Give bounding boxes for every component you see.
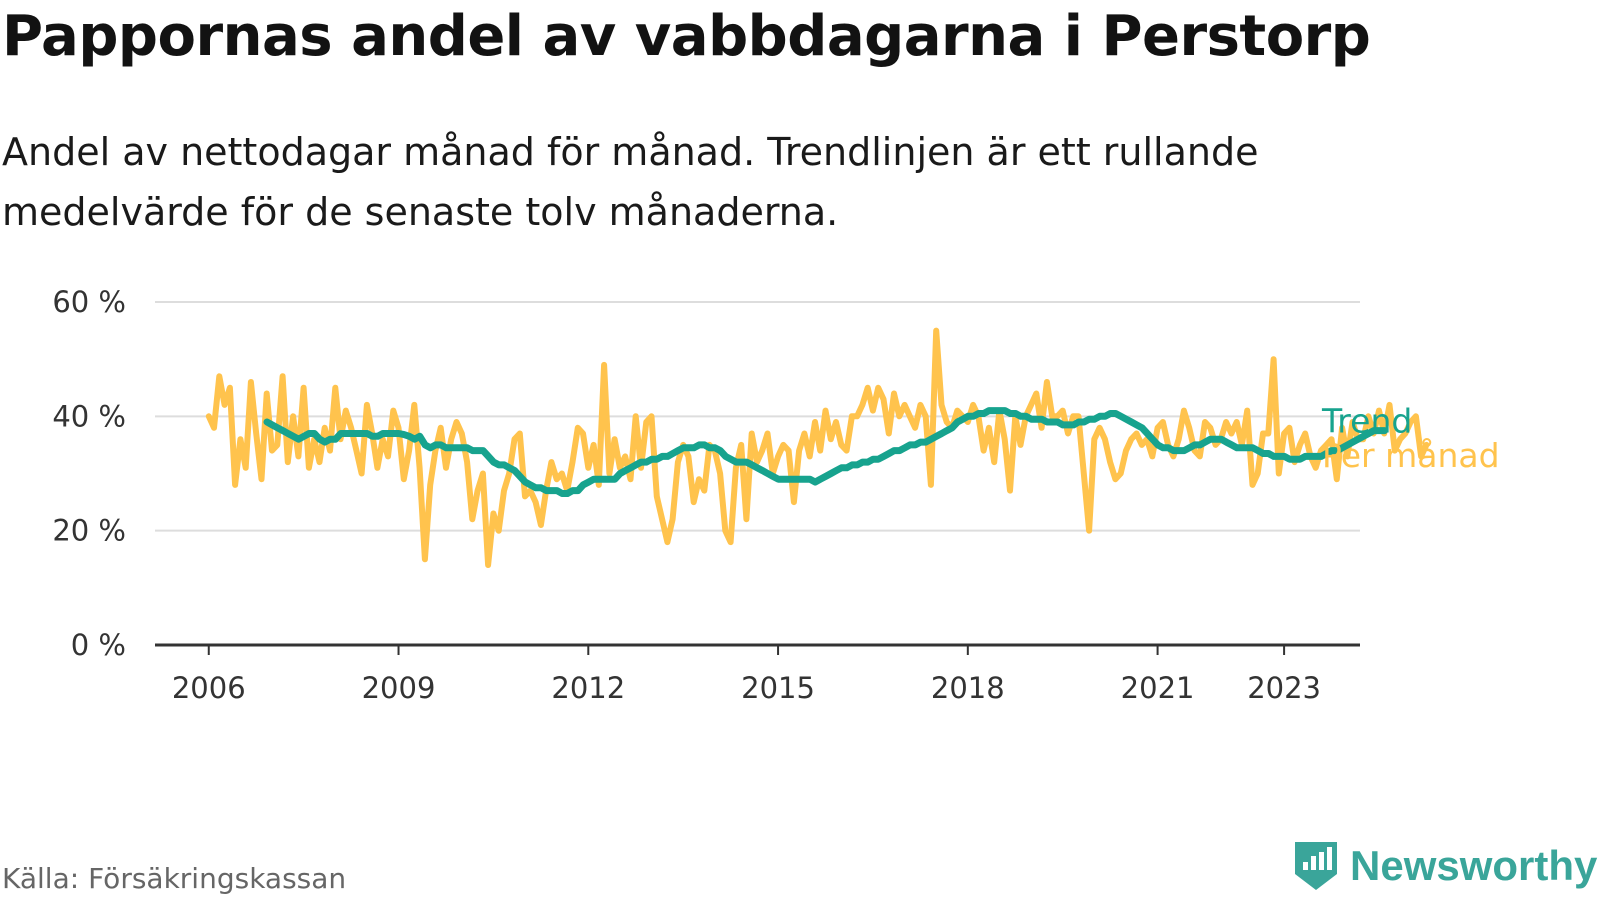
x-tick-label: 2021 <box>1121 671 1195 705</box>
source-credit: Källa: Försäkringskassan <box>2 862 347 895</box>
y-tick-label: 40 % <box>52 399 126 433</box>
newsworthy-chart-icon <box>1295 842 1337 890</box>
grid-lines <box>155 301 1360 532</box>
x-axis: 2006 2009 2012 2015 2018 2021 2023 <box>155 643 1360 705</box>
brand-name: Newsworthy <box>1350 842 1598 889</box>
chart-subtitle: Andel av nettodagar månad för månad. Tre… <box>2 130 1259 234</box>
y-tick-label: 60 % <box>52 285 126 319</box>
data-series <box>205 327 1430 568</box>
legend-label-trend: Trend <box>1321 402 1412 441</box>
x-tick-label: 2023 <box>1247 671 1321 705</box>
series-line-per-manad <box>205 327 1430 568</box>
y-tick-label: 20 % <box>52 514 126 548</box>
series-line-trend <box>263 407 1388 497</box>
chart-title: Pappornas andel av vabbdagarna i Perstor… <box>2 4 1371 69</box>
x-tick-label: 2006 <box>172 671 246 705</box>
y-tick-label: 0 % <box>71 628 126 662</box>
y-axis-tick-labels: 0 % 20 % 40 % 60 % <box>52 285 126 662</box>
x-tick-label: 2012 <box>551 671 625 705</box>
newsworthy-logo[interactable]: Newsworthy <box>1292 840 1597 892</box>
x-tick-label: 2015 <box>741 671 815 705</box>
legend-label-per-manad: Per månad <box>1322 436 1500 475</box>
line-chart: 0 % 20 % 40 % 60 % 2006 2009 2012 2015 2018 2021… <box>52 285 1500 705</box>
x-tick-label: 2009 <box>362 671 436 705</box>
x-tick-label: 2018 <box>931 671 1005 705</box>
